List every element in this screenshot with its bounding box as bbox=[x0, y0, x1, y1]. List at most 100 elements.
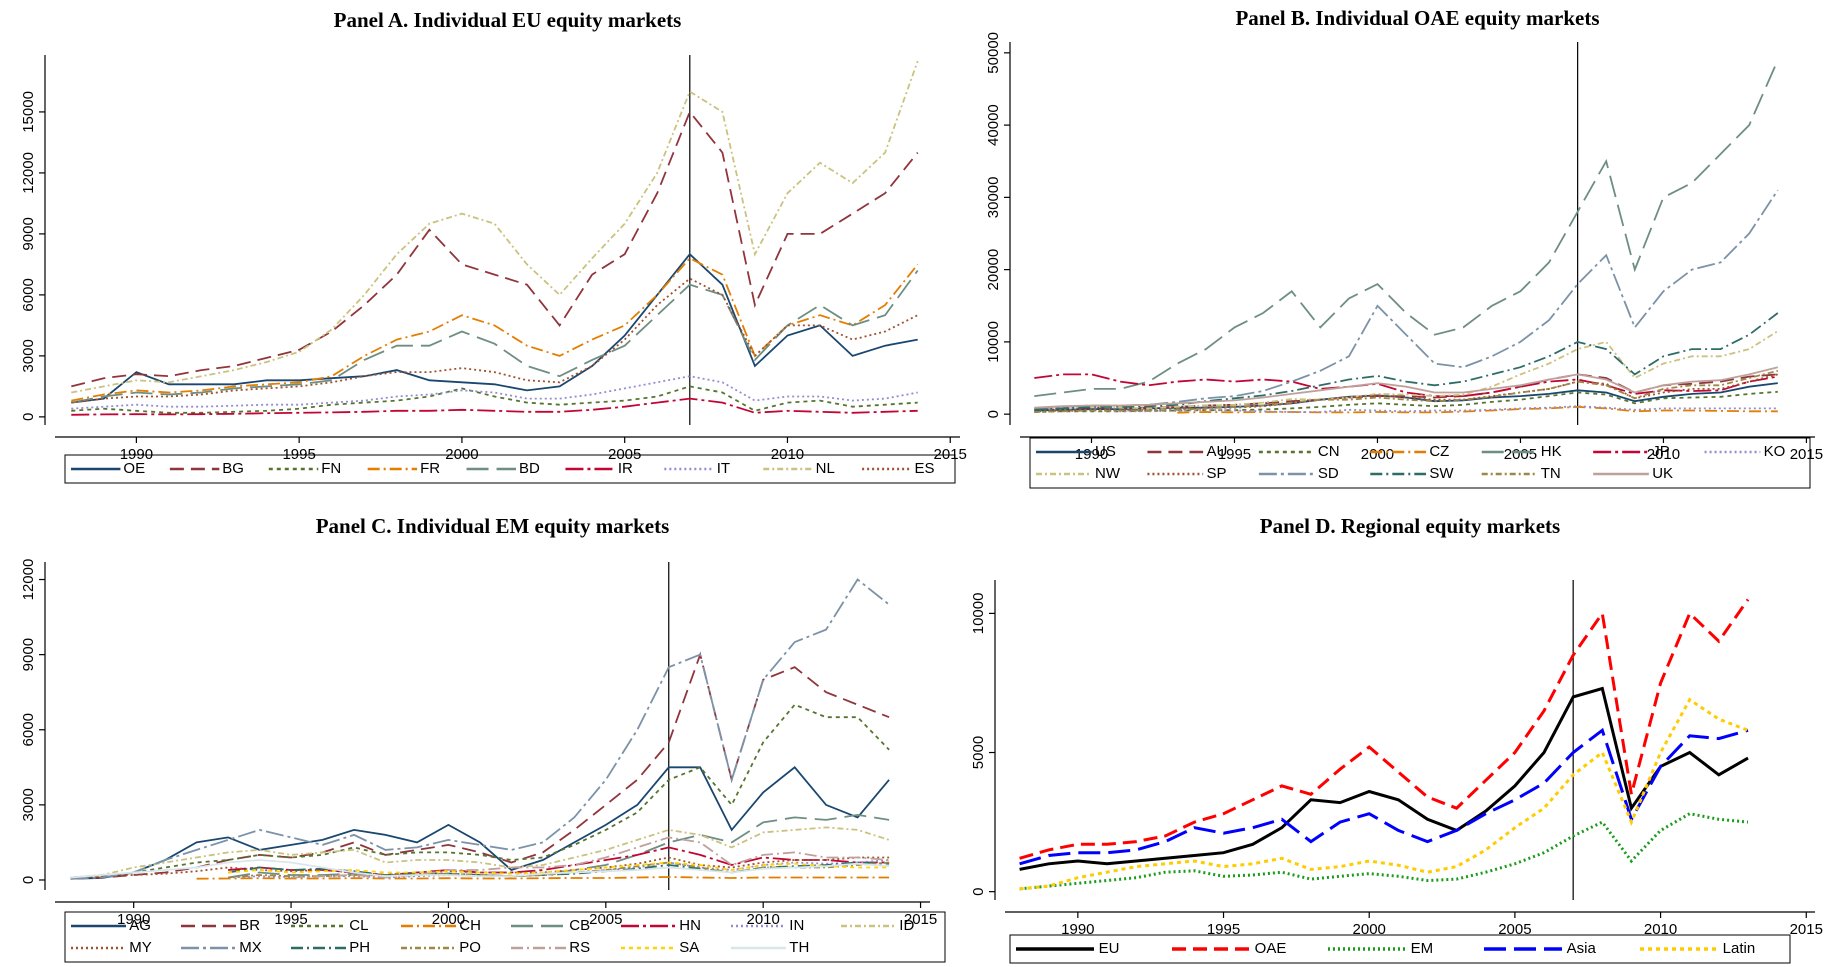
series-line bbox=[70, 578, 890, 880]
y-tick-label: 6000 bbox=[20, 278, 37, 311]
y-tick-label: 10000 bbox=[985, 321, 1002, 363]
y-tick-label: 0 bbox=[20, 876, 37, 884]
legend-label: BD bbox=[519, 460, 540, 477]
series-line bbox=[1034, 373, 1779, 413]
y-tick-label: 0 bbox=[970, 887, 987, 895]
y-tick-label: 3000 bbox=[20, 788, 37, 821]
y-tick-label: 12000 bbox=[20, 559, 37, 601]
y-tick-label: 10000 bbox=[970, 593, 987, 635]
series-line bbox=[71, 252, 918, 404]
x-tick-label: 2010 bbox=[1644, 921, 1677, 938]
series-line bbox=[1019, 598, 1750, 860]
y-tick-label: 40000 bbox=[985, 104, 1002, 146]
legend-label: JP bbox=[1652, 443, 1670, 460]
series-line bbox=[1034, 366, 1779, 409]
panel-title: Panel B. Individual OAE equity markets bbox=[1235, 6, 1599, 30]
x-tick-label: 2015 bbox=[1790, 446, 1823, 463]
x-tick-label: 2005 bbox=[589, 911, 622, 928]
y-tick-label: 0 bbox=[20, 413, 37, 421]
legend-label: SD bbox=[1318, 465, 1339, 482]
y-tick-label: 12000 bbox=[20, 152, 37, 194]
series-line bbox=[71, 385, 918, 414]
legend-label: FR bbox=[420, 460, 440, 477]
y-tick-label: 3000 bbox=[20, 339, 37, 372]
series-line bbox=[1177, 405, 1778, 414]
legend-label: HN bbox=[679, 917, 701, 934]
legend-label: CZ bbox=[1429, 443, 1449, 460]
legend-label: EU bbox=[1099, 940, 1120, 957]
y-tick-label: 30000 bbox=[985, 177, 1002, 219]
legend-label: IT bbox=[717, 460, 730, 477]
x-tick-label: 2000 bbox=[445, 446, 478, 463]
series-line bbox=[71, 60, 919, 394]
x-tick-label: 2005 bbox=[1498, 921, 1531, 938]
series-line bbox=[70, 859, 890, 879]
x-tick-label: 2010 bbox=[746, 911, 779, 928]
legend-label: BR bbox=[239, 917, 260, 934]
legend-label: SA bbox=[679, 939, 699, 956]
legend-label: IR bbox=[618, 460, 633, 477]
x-tick-label: 2005 bbox=[608, 446, 641, 463]
legend-label: ES bbox=[915, 460, 935, 477]
legend-label: CL bbox=[349, 917, 368, 934]
x-tick-label: 1995 bbox=[1207, 921, 1240, 938]
legend-label: BG bbox=[222, 460, 244, 477]
legend-label: AG bbox=[129, 917, 151, 934]
legend-label: EM bbox=[1411, 940, 1434, 957]
legend-box bbox=[1029, 437, 1811, 489]
legend-box bbox=[64, 911, 946, 963]
series-line bbox=[291, 836, 890, 879]
series-line bbox=[228, 861, 890, 875]
x-tick-label: 1995 bbox=[274, 911, 307, 928]
legend-label: HK bbox=[1541, 443, 1562, 460]
legend-label: KO bbox=[1764, 443, 1786, 460]
legend-label: PH bbox=[349, 939, 370, 956]
legend-label: NW bbox=[1095, 465, 1121, 482]
series-line bbox=[1019, 812, 1749, 891]
y-tick-label: 9000 bbox=[20, 217, 37, 250]
legend-label: MY bbox=[129, 939, 152, 956]
legend-box bbox=[1009, 934, 1791, 964]
series-line bbox=[71, 397, 918, 416]
series-line bbox=[1019, 727, 1749, 866]
x-tick-label: 2005 bbox=[1504, 446, 1537, 463]
series-line bbox=[1034, 373, 1778, 397]
series-line bbox=[70, 826, 890, 879]
series-line bbox=[1034, 369, 1779, 413]
legend-label: CN bbox=[1318, 443, 1340, 460]
series-line bbox=[1034, 59, 1779, 397]
series-line bbox=[1034, 405, 1778, 413]
x-tick-label: 2000 bbox=[1353, 921, 1386, 938]
series-line bbox=[228, 846, 890, 876]
y-tick-label: 0 bbox=[985, 410, 1002, 418]
series-line bbox=[71, 375, 918, 410]
series-line bbox=[1034, 373, 1778, 410]
x-tick-label: 1990 bbox=[1075, 446, 1108, 463]
series-line bbox=[1034, 312, 1779, 411]
legend-label: CH bbox=[459, 917, 481, 934]
x-tick-label: 2000 bbox=[1361, 446, 1394, 463]
legend-label: UK bbox=[1652, 465, 1673, 482]
series-line bbox=[1034, 382, 1778, 412]
series-line bbox=[70, 766, 890, 880]
panel-title: Panel D. Regional equity markets bbox=[1260, 514, 1560, 538]
x-tick-label: 2015 bbox=[934, 446, 967, 463]
legend-label: TH bbox=[789, 939, 809, 956]
x-tick-label: 2010 bbox=[771, 446, 804, 463]
series-line bbox=[70, 703, 890, 879]
y-tick-label: 50000 bbox=[985, 32, 1002, 74]
panel-title: Panel C. Individual EM equity markets bbox=[316, 514, 670, 538]
x-tick-label: 2015 bbox=[904, 911, 937, 928]
legend-label: RS bbox=[569, 939, 590, 956]
series-line bbox=[1019, 686, 1749, 871]
series-line bbox=[196, 876, 890, 880]
series-line bbox=[71, 277, 919, 404]
series-line bbox=[1034, 390, 1778, 413]
legend-label: ID bbox=[899, 917, 914, 934]
x-tick-label: 1990 bbox=[117, 911, 150, 928]
x-tick-label: 1990 bbox=[120, 446, 153, 463]
x-tick-label: 2010 bbox=[1647, 446, 1680, 463]
legend-label: US bbox=[1095, 443, 1116, 460]
legend-label: FN bbox=[321, 460, 341, 477]
